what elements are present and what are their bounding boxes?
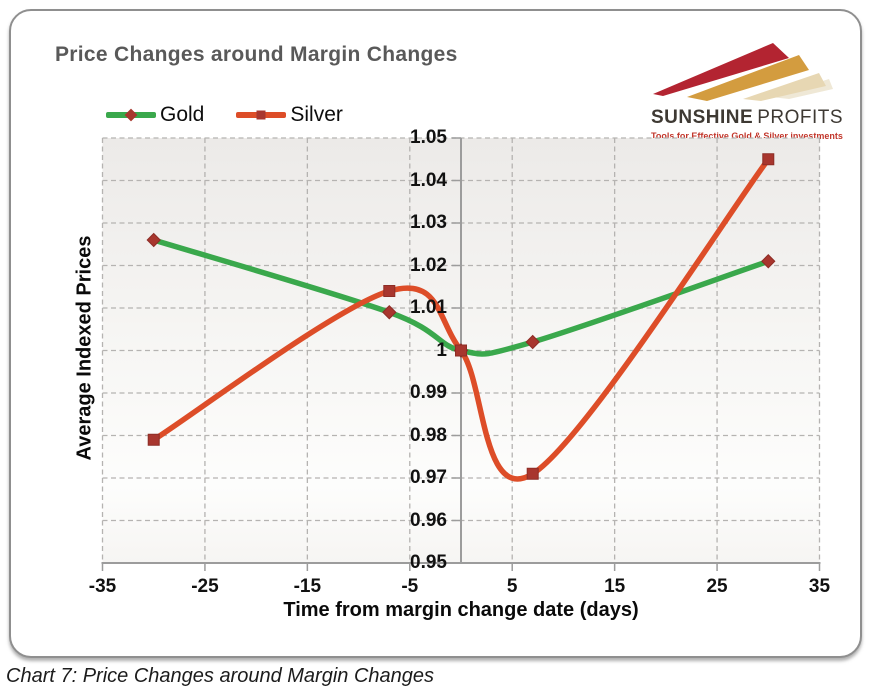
- logo-name: SUNSHINE PROFITS: [651, 107, 843, 129]
- y-tick-label: 0.95: [410, 552, 447, 573]
- x-tick-label: -35: [88, 576, 117, 597]
- x-tick-label: 25: [706, 576, 728, 597]
- legend-item-silver: Silver: [236, 103, 343, 127]
- y-tick-label: 1.03: [410, 212, 447, 233]
- legend-label-silver: Silver: [290, 103, 343, 126]
- silver-square-marker-icon: [256, 110, 266, 120]
- y-tick-label: 1.02: [410, 254, 447, 276]
- legend-item-gold: Gold: [106, 103, 204, 127]
- y-tick-label: 0.97: [410, 467, 447, 488]
- x-tick-label: 15: [604, 576, 626, 597]
- chart-title: Price Changes around Margin Changes: [55, 43, 458, 66]
- sunshine-profits-logo: SUNSHINE PROFITS Tools for Effective Gold…: [651, 41, 843, 141]
- x-tick-label: -5: [401, 576, 419, 597]
- logo-arrows-icon: [653, 43, 833, 101]
- silver-line-swatch: [236, 110, 287, 120]
- y-tick-label: 0.99: [410, 382, 447, 403]
- y-tick-label: 1.05: [410, 127, 447, 148]
- logo-tagline: Tools for Effective Gold & Silver invest…: [651, 131, 843, 141]
- y-tick-label: 1.04: [410, 169, 447, 191]
- chart-legend: Gold Silver: [106, 103, 343, 127]
- y-tick-label: 0.98: [410, 424, 447, 446]
- y-tick-label: 1: [436, 339, 447, 361]
- x-axis-title: Time from margin change date (days): [283, 599, 639, 621]
- logo-name-profits: PROFITS: [757, 107, 844, 128]
- x-tick-label: 5: [506, 576, 518, 597]
- x-tick-label: -25: [191, 576, 219, 597]
- y-tick-label: 1.01: [410, 297, 447, 318]
- y-axis-title: Average Indexed Prices: [73, 235, 96, 461]
- y-tick-label: 0.96: [410, 509, 447, 531]
- gold-diamond-marker-icon: [124, 108, 138, 122]
- gold-line-swatch: [106, 108, 156, 122]
- legend-label-gold: Gold: [160, 103, 205, 126]
- logo-name-sunshine: SUNSHINE: [651, 107, 754, 128]
- x-tick-label: 35: [808, 576, 831, 597]
- x-tick-label: -15: [293, 576, 322, 597]
- figure-caption: Chart 7: Price Changes around Margin Cha…: [6, 665, 435, 687]
